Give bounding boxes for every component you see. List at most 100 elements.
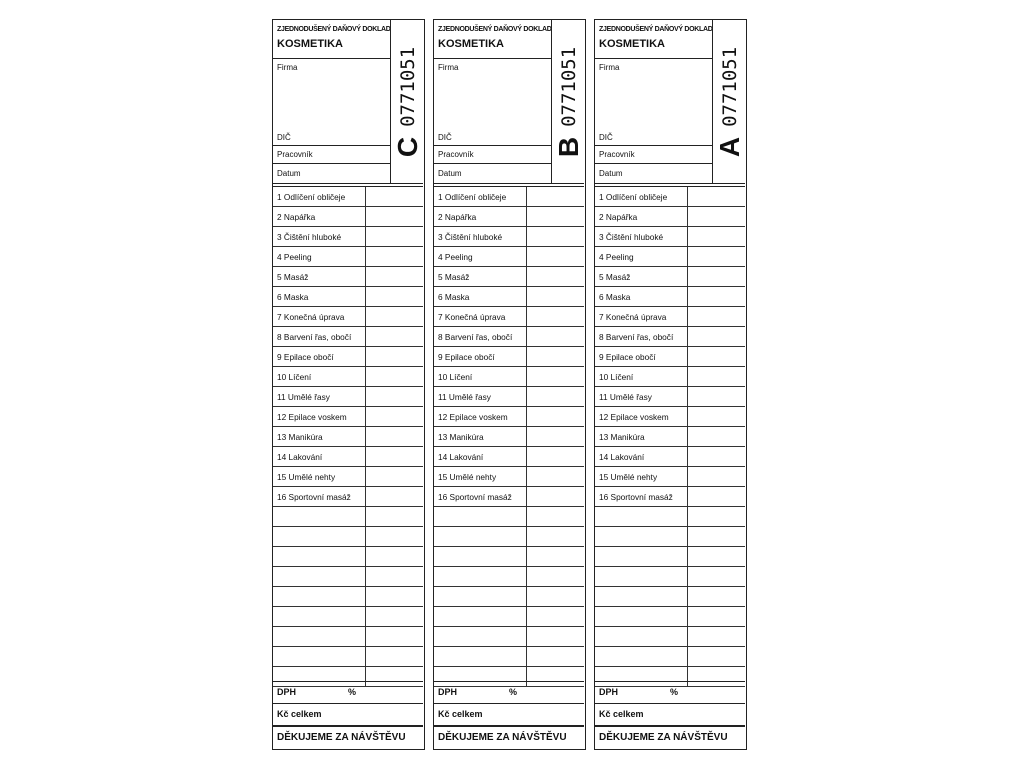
firma-field[interactable]: Firma DIČ bbox=[273, 58, 390, 145]
service-price-cell[interactable] bbox=[688, 447, 745, 466]
service-row: 13 Manikúra bbox=[434, 427, 584, 447]
service-price-cell[interactable] bbox=[366, 287, 423, 306]
service-row: 5 Masáž bbox=[595, 267, 745, 287]
service-price-cell[interactable] bbox=[527, 427, 584, 446]
service-price-cell[interactable] bbox=[527, 347, 584, 366]
service-name bbox=[273, 507, 366, 526]
pracovnik-field[interactable]: Pracovník bbox=[595, 145, 712, 163]
dph-label: DPH bbox=[438, 687, 458, 697]
firma-field[interactable]: Firma DIČ bbox=[595, 58, 712, 145]
service-price-cell[interactable] bbox=[688, 187, 745, 206]
service-price-cell[interactable] bbox=[688, 467, 745, 486]
dph-row[interactable]: DPH % bbox=[434, 681, 584, 703]
service-row: 7 Konečná úprava bbox=[595, 307, 745, 327]
service-price-cell[interactable] bbox=[366, 207, 423, 226]
service-price-cell[interactable] bbox=[527, 307, 584, 326]
service-price-cell[interactable] bbox=[366, 527, 423, 546]
service-price-cell[interactable] bbox=[527, 367, 584, 386]
datum-field[interactable]: Datum bbox=[273, 163, 390, 183]
service-price-cell[interactable] bbox=[366, 247, 423, 266]
service-price-cell[interactable] bbox=[688, 527, 745, 546]
service-price-cell[interactable] bbox=[527, 587, 584, 606]
service-price-cell[interactable] bbox=[688, 587, 745, 606]
service-price-cell[interactable] bbox=[366, 607, 423, 626]
service-price-cell[interactable] bbox=[366, 467, 423, 486]
service-price-cell[interactable] bbox=[688, 547, 745, 566]
service-name: 6 Maska bbox=[273, 287, 366, 306]
service-row: 15 Umělé nehty bbox=[273, 467, 423, 487]
service-price-cell[interactable] bbox=[366, 567, 423, 586]
service-price-cell[interactable] bbox=[527, 507, 584, 526]
service-price-cell[interactable] bbox=[366, 587, 423, 606]
service-price-cell[interactable] bbox=[688, 327, 745, 346]
total-row[interactable]: Kč celkem bbox=[595, 703, 745, 725]
service-price-cell[interactable] bbox=[527, 227, 584, 246]
service-name: 14 Lakování bbox=[595, 447, 688, 466]
serial-number: 0771051 bbox=[718, 46, 741, 127]
service-row: 13 Manikúra bbox=[595, 427, 745, 447]
service-price-cell[interactable] bbox=[366, 307, 423, 326]
service-price-cell[interactable] bbox=[688, 367, 745, 386]
service-price-cell[interactable] bbox=[527, 647, 584, 666]
service-price-cell[interactable] bbox=[366, 547, 423, 566]
service-price-cell[interactable] bbox=[366, 447, 423, 466]
service-price-cell[interactable] bbox=[688, 507, 745, 526]
service-price-cell[interactable] bbox=[527, 247, 584, 266]
service-price-cell[interactable] bbox=[527, 467, 584, 486]
datum-field[interactable]: Datum bbox=[595, 163, 712, 183]
service-price-cell[interactable] bbox=[527, 387, 584, 406]
service-price-cell[interactable] bbox=[366, 487, 423, 506]
service-price-cell[interactable] bbox=[527, 487, 584, 506]
service-price-cell[interactable] bbox=[527, 407, 584, 426]
service-price-cell[interactable] bbox=[688, 607, 745, 626]
service-price-cell[interactable] bbox=[527, 327, 584, 346]
service-price-cell[interactable] bbox=[527, 567, 584, 586]
service-price-cell[interactable] bbox=[366, 507, 423, 526]
datum-field[interactable]: Datum bbox=[434, 163, 551, 183]
service-price-cell[interactable] bbox=[527, 527, 584, 546]
service-row bbox=[595, 507, 745, 527]
service-price-cell[interactable] bbox=[366, 367, 423, 386]
service-price-cell[interactable] bbox=[688, 387, 745, 406]
service-price-cell[interactable] bbox=[527, 287, 584, 306]
service-price-cell[interactable] bbox=[688, 227, 745, 246]
pracovnik-field[interactable]: Pracovník bbox=[273, 145, 390, 163]
service-price-cell[interactable] bbox=[366, 267, 423, 286]
service-price-cell[interactable] bbox=[366, 227, 423, 246]
service-price-cell[interactable] bbox=[688, 307, 745, 326]
service-row: 14 Lakování bbox=[595, 447, 745, 467]
service-price-cell[interactable] bbox=[688, 487, 745, 506]
service-price-cell[interactable] bbox=[366, 347, 423, 366]
total-row[interactable]: Kč celkem bbox=[434, 703, 584, 725]
service-price-cell[interactable] bbox=[527, 447, 584, 466]
service-price-cell[interactable] bbox=[688, 267, 745, 286]
service-price-cell[interactable] bbox=[366, 187, 423, 206]
service-price-cell[interactable] bbox=[688, 627, 745, 646]
service-price-cell[interactable] bbox=[366, 327, 423, 346]
service-price-cell[interactable] bbox=[688, 647, 745, 666]
service-price-cell[interactable] bbox=[527, 547, 584, 566]
service-price-cell[interactable] bbox=[688, 567, 745, 586]
service-price-cell[interactable] bbox=[688, 247, 745, 266]
service-price-cell[interactable] bbox=[527, 627, 584, 646]
service-price-cell[interactable] bbox=[688, 427, 745, 446]
service-price-cell[interactable] bbox=[688, 207, 745, 226]
service-price-cell[interactable] bbox=[688, 407, 745, 426]
service-price-cell[interactable] bbox=[527, 267, 584, 286]
service-name bbox=[273, 627, 366, 646]
service-price-cell[interactable] bbox=[366, 427, 423, 446]
pracovnik-field[interactable]: Pracovník bbox=[434, 145, 551, 163]
dph-row[interactable]: DPH % bbox=[595, 681, 745, 703]
firma-field[interactable]: Firma DIČ bbox=[434, 58, 551, 145]
service-price-cell[interactable] bbox=[527, 607, 584, 626]
service-price-cell[interactable] bbox=[366, 407, 423, 426]
service-price-cell[interactable] bbox=[366, 647, 423, 666]
dph-row[interactable]: DPH % bbox=[273, 681, 423, 703]
total-row[interactable]: Kč celkem bbox=[273, 703, 423, 725]
service-price-cell[interactable] bbox=[366, 387, 423, 406]
service-price-cell[interactable] bbox=[527, 187, 584, 206]
service-price-cell[interactable] bbox=[688, 287, 745, 306]
service-price-cell[interactable] bbox=[688, 347, 745, 366]
service-price-cell[interactable] bbox=[366, 627, 423, 646]
service-price-cell[interactable] bbox=[527, 207, 584, 226]
